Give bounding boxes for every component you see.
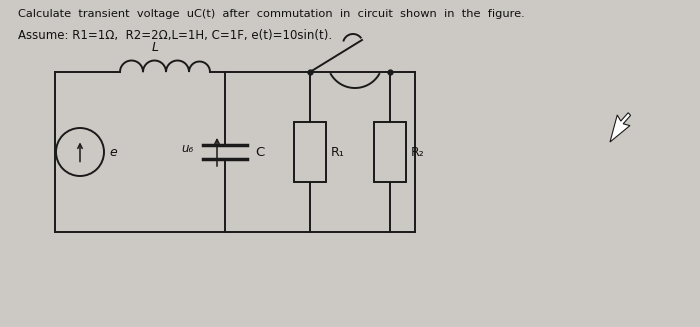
Text: u₆: u₆	[181, 143, 193, 156]
Text: Assume: R1=1Ω,  R2=2Ω,L=1H, C=1F, e(t)=10sin(t).: Assume: R1=1Ω, R2=2Ω,L=1H, C=1F, e(t)=10…	[18, 29, 332, 42]
Text: Calculate  transient  voltage  uC(t)  after  commutation  in  circuit  shown  in: Calculate transient voltage uC(t) after …	[18, 9, 525, 19]
Text: L: L	[151, 41, 158, 54]
Text: R₁: R₁	[331, 146, 344, 159]
Text: e: e	[109, 146, 117, 159]
Polygon shape	[610, 113, 631, 142]
Text: C: C	[255, 146, 265, 159]
Text: R₂: R₂	[411, 146, 425, 159]
